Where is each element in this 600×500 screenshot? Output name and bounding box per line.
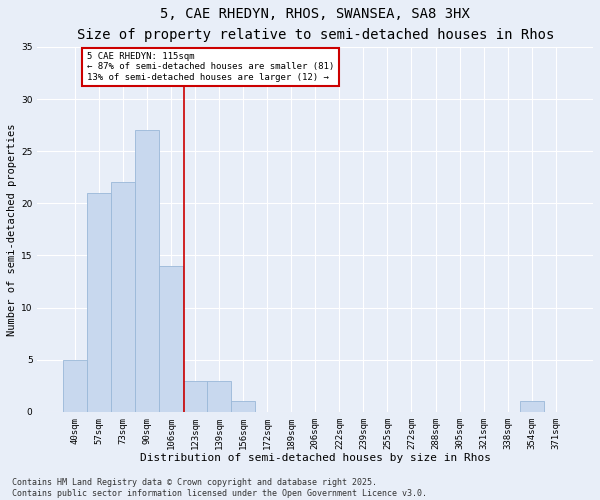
- Bar: [231, 402, 255, 412]
- Bar: [63, 360, 87, 412]
- Bar: [111, 182, 135, 412]
- Text: 5 CAE RHEDYN: 115sqm
← 87% of semi-detached houses are smaller (81)
13% of semi-: 5 CAE RHEDYN: 115sqm ← 87% of semi-detac…: [87, 52, 334, 82]
- Bar: [183, 380, 207, 412]
- Bar: [207, 380, 231, 412]
- Text: Contains HM Land Registry data © Crown copyright and database right 2025.
Contai: Contains HM Land Registry data © Crown c…: [12, 478, 427, 498]
- Title: 5, CAE RHEDYN, RHOS, SWANSEA, SA8 3HX
Size of property relative to semi-detached: 5, CAE RHEDYN, RHOS, SWANSEA, SA8 3HX Si…: [77, 7, 554, 42]
- Bar: [159, 266, 183, 412]
- Y-axis label: Number of semi-detached properties: Number of semi-detached properties: [7, 123, 17, 336]
- Bar: [87, 193, 111, 412]
- Bar: [520, 402, 544, 412]
- Bar: [135, 130, 159, 412]
- X-axis label: Distribution of semi-detached houses by size in Rhos: Distribution of semi-detached houses by …: [140, 453, 491, 463]
